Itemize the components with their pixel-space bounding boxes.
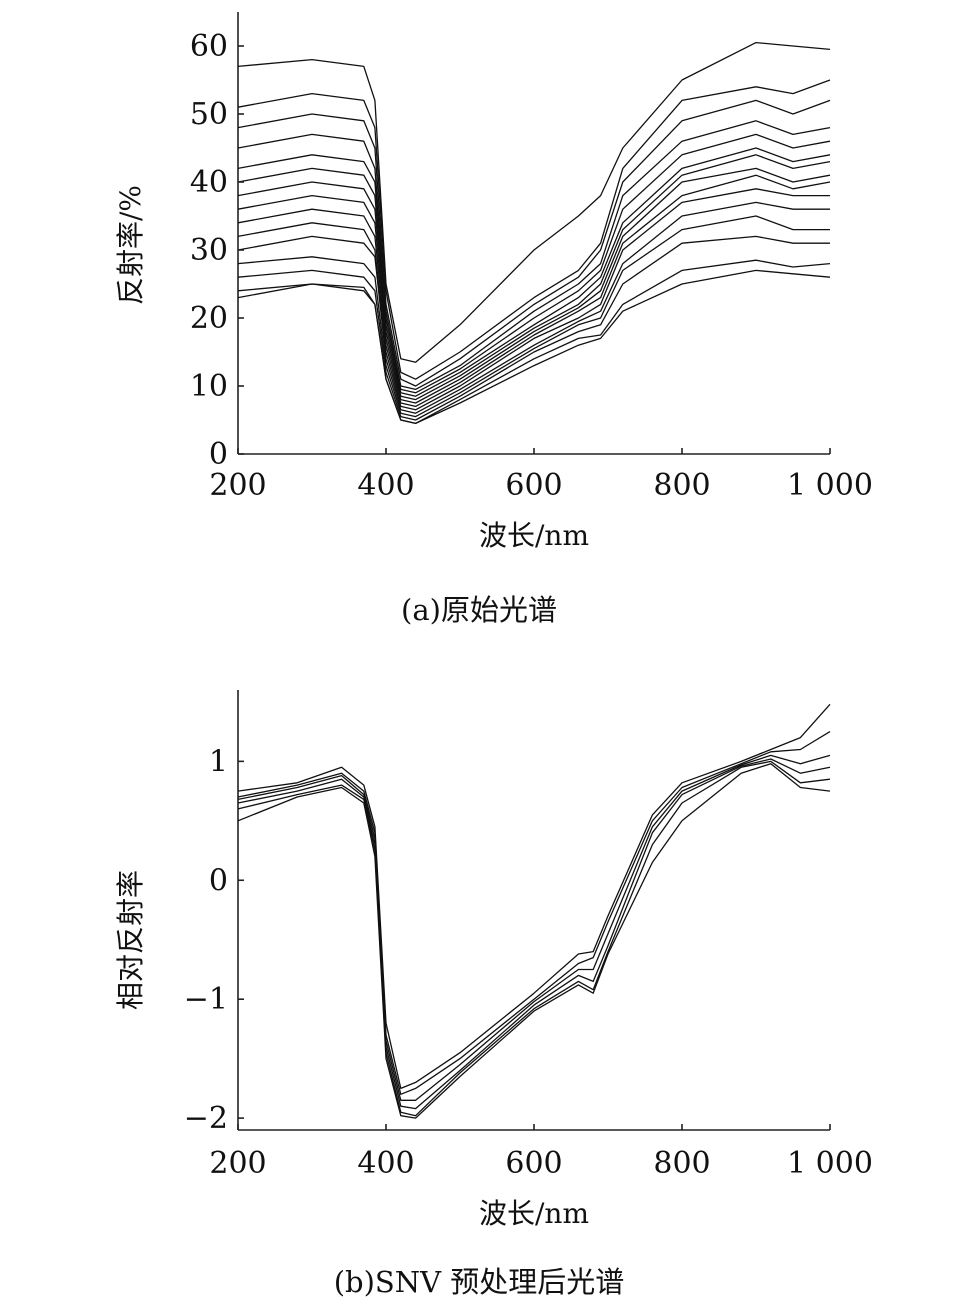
chart-b-spectrum-line-4 [237,758,831,1110]
chart-a-y-tick-label: 50 [190,97,228,132]
chart-b-y-axis-title: 相对反射率 [114,870,147,1010]
chart-a-spectrum-line-2 [237,79,831,380]
chart-b-x-tick-label: 600 [505,1146,562,1181]
chart-a-y-ticks: 0 10 20 30 40 50 60 [190,29,244,472]
chart-a-spectrum-line-3 [237,99,831,387]
chart-a-x-ticks: 200 400 600 800 1 000 [209,448,873,503]
chart-a-y-tick-label: 60 [190,29,228,64]
chart-b-series-group [237,703,831,1119]
chart-a-y-tick-label: 10 [190,369,228,404]
chart-a-y-axis-title: 反射率/% [114,185,147,305]
chart-a-spectrum-line-7 [237,154,831,401]
chart-b-x-tick-label: 400 [357,1146,414,1181]
chart-b-x-tick-label: 800 [653,1146,710,1181]
chart-a-spectrum-line-1 [237,41,831,363]
chart-a-spectrum-line-10 [237,188,830,411]
chart-b-snv-spectra: −2 −1 0 1 200 400 600 800 1 000 波长/nm 相对反射率 (b)… [114,690,873,1299]
chart-b-y-ticks: −2 −1 0 1 [184,744,244,1136]
chart-b-y-tick-label: 0 [209,863,228,898]
chart-b-y-tick-label: −2 [184,1101,228,1136]
chart-a-x-tick-label: 800 [653,468,710,503]
chart-a-spectrum-line-6 [237,147,831,397]
chart-a-x-tick-label: 200 [209,468,266,503]
chart-b-spectrum-line-6 [237,763,831,1119]
chart-a-y-tick-label: 40 [190,165,228,200]
chart-a-spectrum-line-15 [237,269,831,425]
chart-a-spectrum-line-11 [237,201,830,414]
chart-a-x-axis-title: 波长/nm [479,519,589,552]
chart-a-spectrum-line-14 [237,259,831,425]
chart-a-spectrum-line-12 [237,215,830,418]
chart-a-spectrum-line-4 [237,120,831,391]
chart-a-y-tick-label: 20 [190,301,228,336]
chart-b-y-tick-label: −1 [184,982,228,1017]
chart-b-spectrum-line-3 [237,754,831,1101]
chart-b-spectrum-line-5 [237,760,831,1117]
chart-b-y-tick-label: 1 [209,744,228,779]
chart-b-spectrum-line-1 [237,703,831,1090]
chart-a-x-tick-label: 1 000 [787,468,873,503]
chart-a-spectrum-line-5 [237,133,831,394]
chart-b-x-tick-label: 1 000 [787,1146,873,1181]
chart-b-x-axis-title: 波长/nm [479,1197,589,1230]
chart-b-x-ticks: 200 400 600 800 1 000 [209,1124,873,1181]
chart-b-caption: (b)SNV 预处理后光谱 [334,1265,625,1299]
chart-a-caption: (a)原始光谱 [401,593,557,627]
chart-b-x-tick-label: 200 [209,1146,266,1181]
chart-a-x-tick-label: 600 [505,468,562,503]
chart-a-y-tick-label: 0 [209,437,228,472]
chart-a-spectrum-line-9 [237,174,831,408]
chart-a-x-tick-label: 400 [357,468,414,503]
chart-a-original-spectra: 0 10 20 30 40 50 60 200 400 600 800 1 000 波长/nm 反射… [114,12,873,627]
chart-b-spectrum-line-2 [237,731,831,1095]
chart-a-spectrum-line-8 [237,167,831,404]
chart-a-y-tick-label: 30 [190,233,228,268]
chart-a-series-group [237,41,831,425]
chart-a-spectrum-line-13 [237,235,830,421]
